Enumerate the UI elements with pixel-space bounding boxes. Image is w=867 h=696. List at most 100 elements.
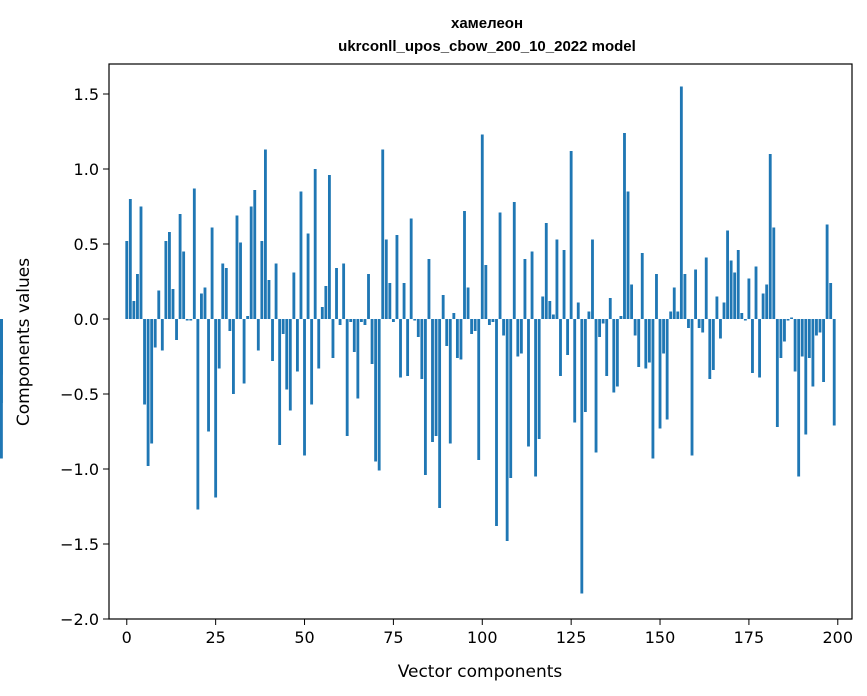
bar [253,190,257,319]
bar [630,284,634,319]
bar [743,319,747,321]
bar [815,319,818,336]
bar [697,319,701,328]
bar [523,259,527,319]
bar [729,260,733,319]
bar [537,319,541,439]
bar [783,319,786,342]
bar [320,307,324,319]
bar [477,319,481,460]
bar [306,233,310,319]
bar [271,319,274,361]
bar [210,227,214,319]
bar [829,283,833,319]
bar [551,314,555,319]
bar [232,319,235,394]
bar [249,206,253,319]
bar [246,316,250,319]
bar [384,239,388,319]
bar [676,311,680,319]
bar [242,319,246,384]
bar [143,319,146,405]
bar [235,215,239,319]
bar [310,319,314,405]
y-tick-label: −2.0 [60,610,99,629]
bar [644,319,648,369]
bar [455,319,459,358]
bar [409,218,413,319]
bar [463,211,466,319]
bar [605,319,609,376]
bar [559,319,562,376]
bar [370,319,374,364]
bar [825,224,829,319]
bar [687,319,690,328]
bar [704,257,708,319]
bar [164,241,168,319]
bar [331,319,335,358]
bar [655,274,658,319]
bar [640,253,644,319]
bar [125,241,129,319]
chart-subtitle: ukrconll_upos_cbow_200_10_2022 model [338,38,636,55]
bar [754,266,758,319]
bar [466,287,470,319]
bar [264,149,267,319]
bar [726,230,729,319]
bar [295,319,299,372]
bar [768,154,772,319]
x-tick-label: 50 [294,628,314,647]
bar [594,319,598,453]
bar [313,169,317,319]
bar [438,319,442,508]
x-tick-label: 150 [645,628,676,647]
bar [751,319,754,373]
bar [267,280,271,319]
bar [623,133,626,319]
bar [388,283,392,319]
x-axis-label: Vector components [398,662,563,682]
x-tick-label: 75 [383,628,403,647]
bar [665,319,669,420]
bar [779,319,783,358]
bar [196,319,200,510]
bar [658,319,662,429]
bar [157,290,161,319]
bar [583,319,587,412]
bar [807,319,811,358]
bar [487,319,491,325]
bar [303,319,306,456]
bar [548,301,552,319]
bar [260,241,264,319]
bar [587,311,591,319]
bar [498,212,502,319]
bar [139,206,143,319]
bar [203,287,207,319]
bar [363,319,367,325]
bar [200,293,203,319]
x-tick-label: 125 [556,628,587,647]
x-tick-label: 200 [823,628,854,647]
bar [576,302,580,319]
x-tick-label: 25 [205,628,225,647]
bar [541,296,545,319]
bar [683,274,687,319]
bar [719,319,722,339]
bar [733,272,737,319]
bar [740,313,744,319]
bar [647,319,651,363]
bar [352,319,356,352]
bar [708,319,712,379]
bar [381,149,385,319]
bar [395,235,399,319]
bar [224,268,228,319]
bar [534,319,538,477]
y-tick-label: −1.5 [60,535,99,554]
bar [612,319,616,393]
bar [214,319,218,498]
bar [281,319,285,334]
bar [171,289,175,319]
bar [342,263,346,319]
bar [459,319,463,360]
